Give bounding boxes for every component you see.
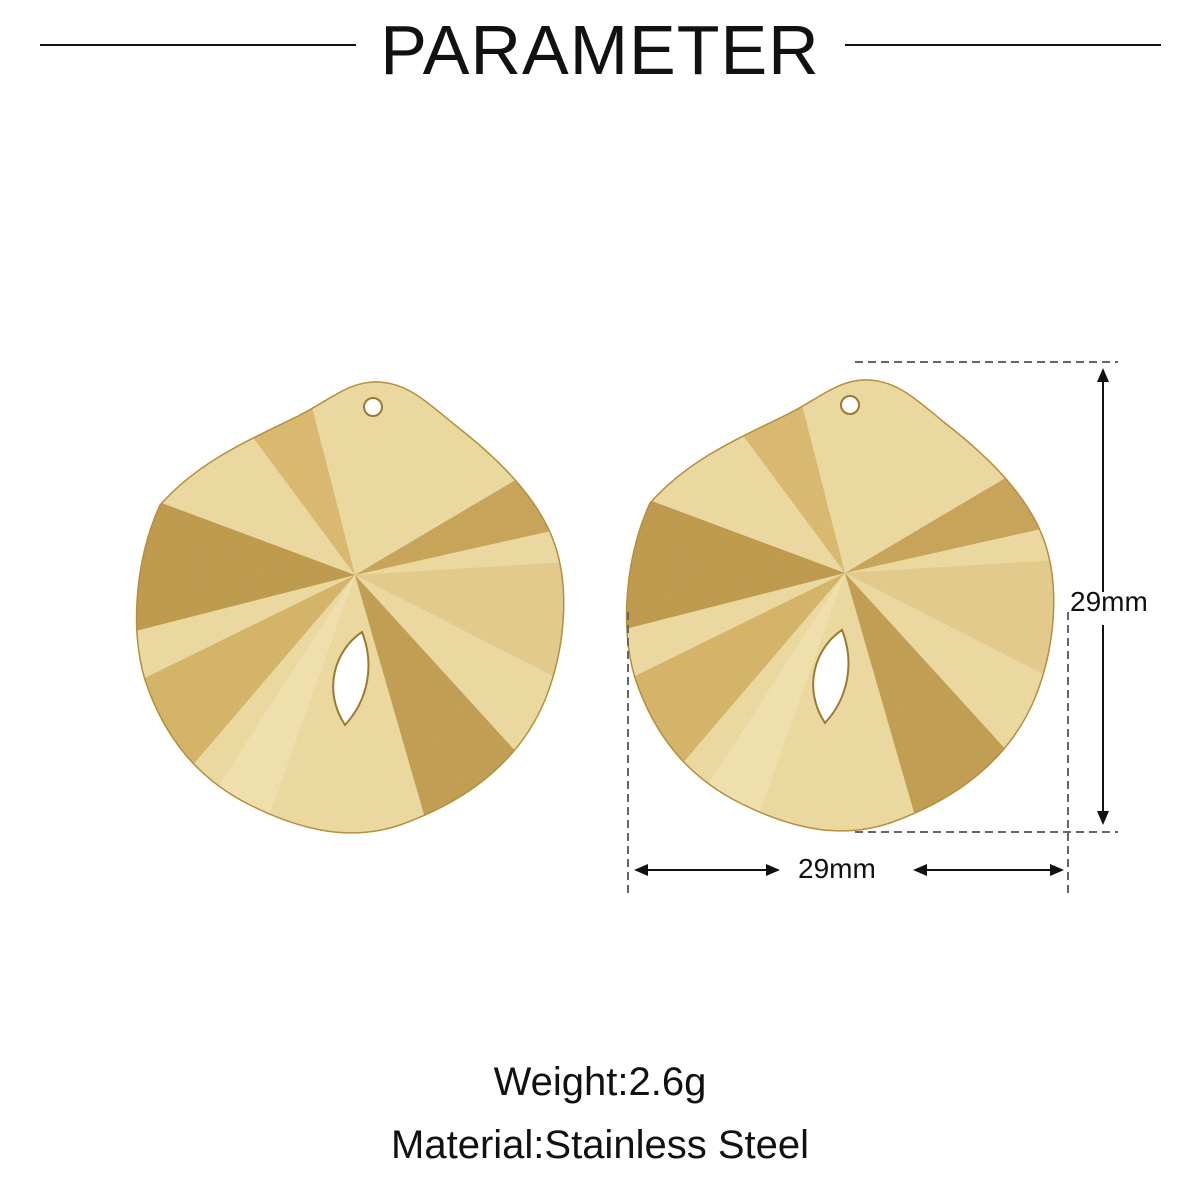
height-dimension-label: 29mm bbox=[1070, 586, 1148, 617]
pendant-left bbox=[135, 381, 565, 834]
title-rule-right bbox=[845, 44, 1161, 46]
pendant-right bbox=[625, 379, 1055, 832]
material-spec: Material:Stainless Steel bbox=[391, 1123, 809, 1167]
dimension-guides bbox=[627, 361, 1118, 898]
title-rule-left bbox=[40, 44, 356, 46]
dimension-arrows bbox=[634, 368, 1109, 876]
width-dimension-label: 29mm bbox=[798, 853, 876, 884]
weight-spec: Weight:2.6g bbox=[493, 1060, 707, 1104]
page-title: PARAMETER bbox=[380, 11, 820, 89]
